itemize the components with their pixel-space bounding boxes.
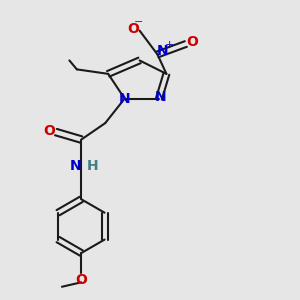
Text: N: N [119, 92, 130, 106]
Text: O: O [128, 22, 140, 36]
Text: O: O [44, 124, 55, 138]
Text: N: N [70, 159, 82, 173]
Text: H: H [87, 159, 98, 173]
Text: O: O [187, 35, 198, 50]
Text: N: N [154, 90, 166, 104]
Text: +: + [165, 40, 174, 50]
Text: O: O [75, 273, 87, 287]
Text: −: − [134, 17, 143, 27]
Text: N: N [157, 44, 169, 58]
